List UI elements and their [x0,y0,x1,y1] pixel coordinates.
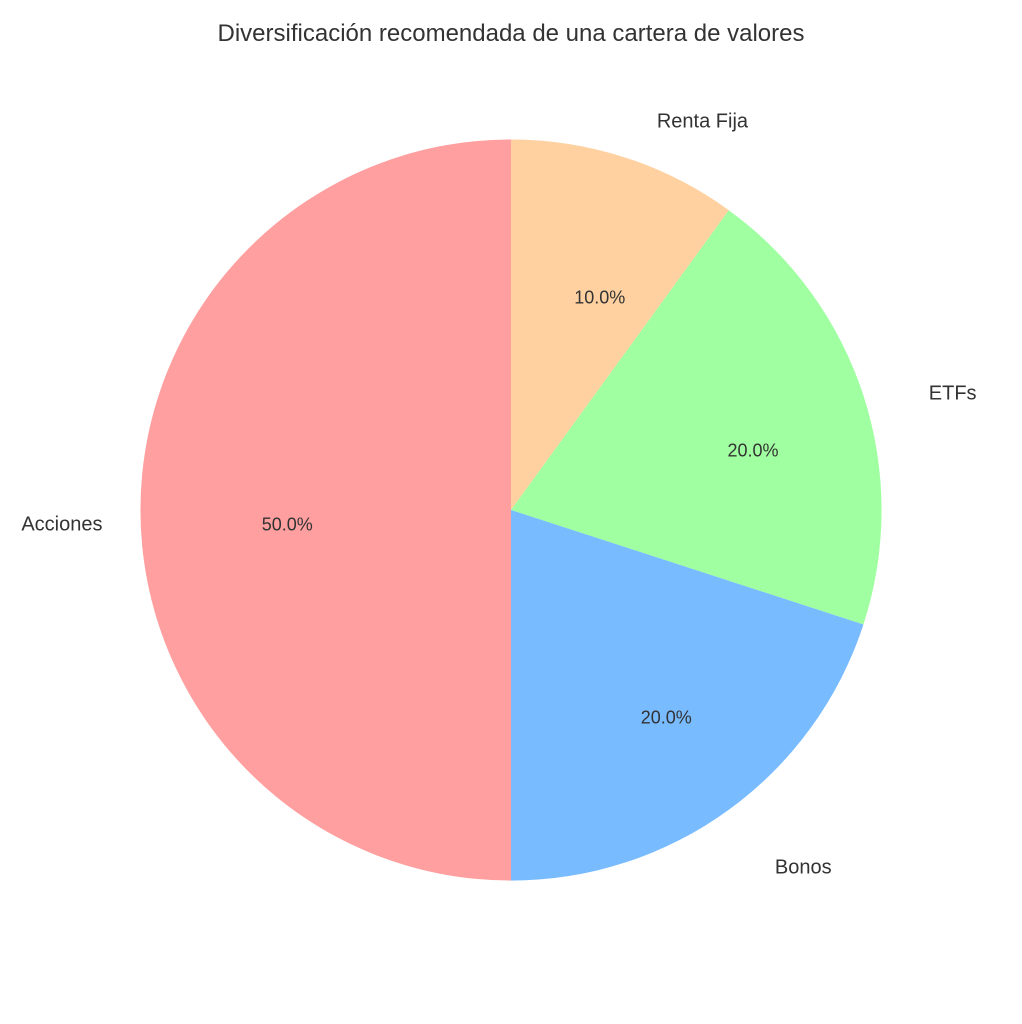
pct-label: 50.0% [262,515,313,536]
pie-svg [126,125,896,895]
pie-chart: Diversificación recomendada de una carte… [0,0,1022,1024]
pie-slice [140,139,511,880]
pct-label: 20.0% [727,441,778,462]
slice-label: ETFs [929,383,977,406]
slice-label: Bonos [775,856,832,879]
pct-label: 10.0% [574,287,625,308]
slice-label: Renta Fija [657,111,748,134]
slice-label: Acciones [21,514,102,537]
pct-label: 20.0% [641,708,692,729]
chart-title: Diversificación recomendada de una carte… [218,20,805,48]
pie-wrapper: 10.0%Renta Fija20.0%ETFs20.0%Bonos50.0%A… [126,125,896,895]
